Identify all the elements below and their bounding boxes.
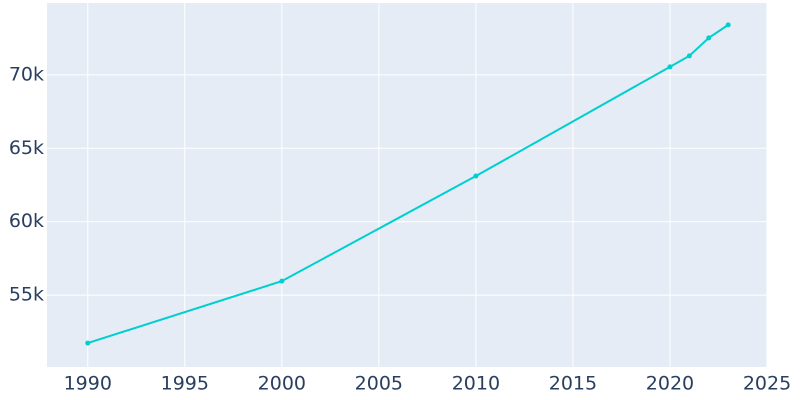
x-tick-label: 2010 [452,373,500,395]
data-point [686,53,692,59]
data-point [279,278,285,284]
data-point [706,35,712,41]
data-point [473,173,479,179]
x-tick-label: 2000 [258,373,306,395]
data-point [725,22,731,28]
data-point [85,340,91,346]
x-tick-label: 1995 [161,373,209,395]
x-tick-label: 2005 [355,373,403,395]
y-tick-label: 65k [9,137,44,159]
x-tick-label: 1990 [64,373,112,395]
x-tick-label: 2015 [549,373,597,395]
plot-area [47,3,767,367]
y-tick-label: 55k [9,284,44,306]
y-tick-label: 70k [9,63,44,85]
data-point [667,64,673,70]
x-tick-label: 2025 [743,373,791,395]
y-tick-label: 60k [9,210,44,232]
x-tick-label: 2020 [646,373,694,395]
